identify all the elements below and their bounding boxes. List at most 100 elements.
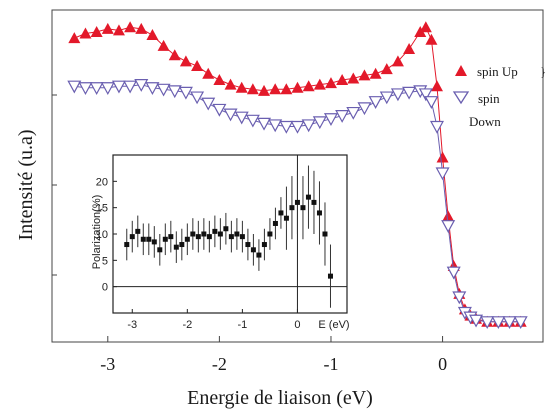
spin-down-point xyxy=(379,91,394,105)
spin-down-point xyxy=(279,120,294,134)
spin-down-point xyxy=(234,111,249,125)
spin-up-point xyxy=(430,80,443,92)
spin-up-line xyxy=(74,26,521,323)
spin-down-point xyxy=(513,316,528,330)
inset-point xyxy=(168,234,174,240)
inset-point xyxy=(190,231,196,237)
spin-up-point xyxy=(112,24,125,36)
spin-down-point xyxy=(346,106,361,120)
spin-up-point xyxy=(68,32,81,44)
inset-plot-marks xyxy=(113,155,347,313)
spin-down-point xyxy=(223,108,238,122)
spin-down-point xyxy=(435,167,450,181)
legend: spin Up } spin Down xyxy=(452,64,546,129)
spin-up-point xyxy=(101,22,114,34)
spin-up-point xyxy=(369,67,382,79)
inset-x-tick-label: -3 xyxy=(127,319,137,331)
inset-x-tick-label: 0 xyxy=(294,319,300,331)
legend-marker-spin-down xyxy=(452,91,470,105)
inset-y-axis-label: Polarization(%) xyxy=(91,195,103,270)
inset-point xyxy=(311,199,317,205)
main-plot-marks xyxy=(67,21,528,330)
inset-point xyxy=(135,228,141,234)
inset-point xyxy=(157,247,163,253)
spin-up-point xyxy=(380,63,393,75)
inset-point xyxy=(206,234,212,240)
inset-y-tick-label: 10 xyxy=(96,229,108,241)
spin-down-point xyxy=(290,120,305,134)
spin-down-point xyxy=(469,314,484,328)
spin-up-point xyxy=(280,83,293,95)
spin-up-point xyxy=(302,80,315,92)
inset-point xyxy=(124,242,130,248)
inset-y-tick-label: 0 xyxy=(102,282,108,294)
inset-point xyxy=(300,205,306,211)
inset-x-tick-label: -1 xyxy=(237,319,247,331)
spin-down-point xyxy=(167,85,182,99)
inset-frame xyxy=(112,154,348,314)
main-x-tick-label: 0 xyxy=(438,354,447,374)
spin-up-point xyxy=(436,151,449,163)
inset-x-ticks: -3 -2 -1 0 xyxy=(127,309,301,331)
spin-down-point xyxy=(67,80,82,94)
inset-point xyxy=(223,226,229,232)
inset-point xyxy=(316,210,322,216)
spin-down-point xyxy=(123,80,138,94)
inset-point xyxy=(305,194,311,200)
spin-down-point xyxy=(111,80,126,94)
spin-down-point xyxy=(134,79,149,92)
main-x-axis-label: Energie de liaison (eV) xyxy=(187,387,373,409)
main-y-ticks xyxy=(52,94,57,276)
inset-point xyxy=(217,231,223,237)
inset-y-ticks: 0 5 10 15 20 xyxy=(96,176,117,294)
spin-down-point xyxy=(178,86,193,100)
spin-down-point xyxy=(452,291,467,305)
spin-down-point xyxy=(335,110,350,123)
inset-point xyxy=(201,231,207,237)
spin-down-point xyxy=(78,82,93,96)
spin-down-point xyxy=(491,316,506,330)
inset-point xyxy=(322,231,328,237)
inset-point xyxy=(179,242,185,248)
legend-label-spin-up: spin Up xyxy=(477,64,518,79)
spin-up-point xyxy=(347,72,360,84)
spin-up-point xyxy=(269,83,282,95)
spin-down-point xyxy=(156,83,171,97)
spin-up-point xyxy=(124,21,137,33)
spin-up-point xyxy=(79,27,92,39)
spin-down-point xyxy=(268,119,283,133)
inset-point xyxy=(234,231,240,237)
spin-up-point xyxy=(258,84,271,96)
spin-up-point xyxy=(246,83,259,95)
inset-point xyxy=(129,234,135,240)
inset-point xyxy=(272,220,278,226)
spin-up-point xyxy=(168,49,181,61)
legend-label-spin-down-2: Down xyxy=(469,114,501,129)
spin-up-point xyxy=(419,21,432,33)
spin-down-line xyxy=(74,84,521,323)
spin-up-point xyxy=(235,81,248,93)
spin-down-point xyxy=(390,88,405,102)
legend-marker-spin-up xyxy=(455,65,467,76)
spin-up-point xyxy=(324,77,337,89)
inset-point xyxy=(239,234,245,240)
spin-up-point xyxy=(313,78,326,90)
spin-up-point xyxy=(336,74,349,85)
spin-down-point xyxy=(145,82,160,96)
spin-up-point xyxy=(224,78,237,90)
inset-point xyxy=(162,236,168,242)
spin-up-point xyxy=(213,74,226,85)
spin-up-point xyxy=(179,55,192,67)
spin-down-point xyxy=(89,82,104,96)
spin-down-point xyxy=(257,117,272,131)
spin-down-point xyxy=(357,102,372,116)
spin-up-point xyxy=(291,81,304,93)
main-y-axis-label: Intensité (u.a) xyxy=(15,129,37,240)
spin-down-point xyxy=(418,88,433,102)
spin-up-point xyxy=(391,55,404,67)
spin-up-point xyxy=(146,29,159,41)
spin-up-point xyxy=(202,67,215,79)
main-plot-frame xyxy=(51,9,544,343)
inset-point xyxy=(283,215,289,221)
